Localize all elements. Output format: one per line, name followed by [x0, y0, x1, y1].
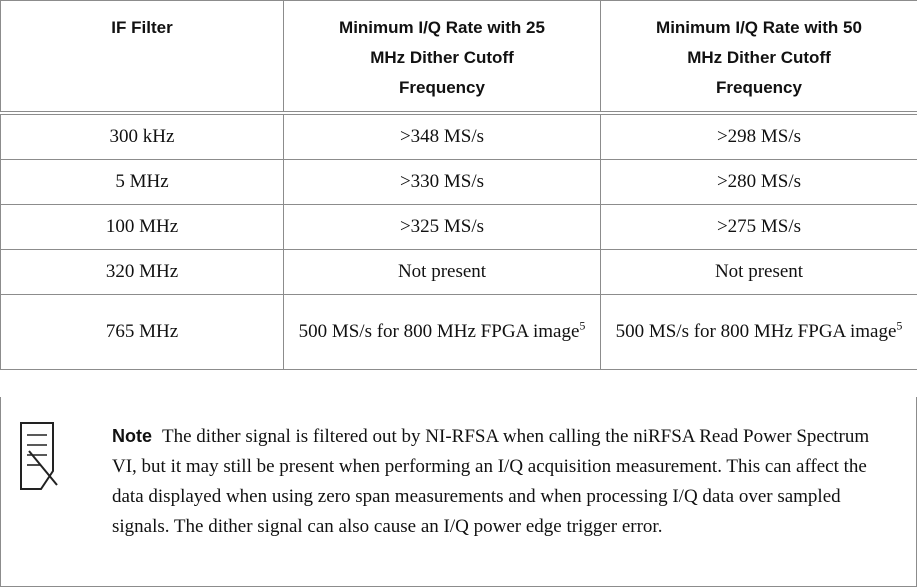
- cell-text: 300 kHz: [109, 126, 175, 147]
- header-text: IF Filter: [111, 18, 173, 37]
- cell-text: 5 MHz: [115, 171, 169, 192]
- footnote-ref: 5: [896, 318, 903, 333]
- table-cell: 500 MS/s for 800 MHz FPGA image5: [283, 294, 601, 370]
- cell-text: 500 MS/s for 800 MHz FPGA image: [298, 321, 580, 342]
- table-cell: >298 MS/s: [600, 112, 917, 160]
- cell-text: >330 MS/s: [399, 171, 485, 192]
- cell-text: Not present: [397, 261, 487, 282]
- table-cell: >330 MS/s: [283, 159, 601, 205]
- table-row: 765 MHz 500 MS/s for 800 MHz FPGA image5 5…: [0, 294, 917, 370]
- note-text-block: Note The dither signal is filtered out by…: [112, 421, 892, 542]
- table-cell: >280 MS/s: [600, 159, 917, 205]
- cell-text: >298 MS/s: [716, 126, 802, 147]
- note-text: The dither signal is filtered out by NI-…: [112, 426, 870, 537]
- table-row: 100 MHz >325 MS/s >275 MS/s: [0, 204, 917, 250]
- table-cell: >325 MS/s: [283, 204, 601, 250]
- table-cell: Not present: [283, 249, 601, 295]
- cell-text: Not present: [714, 261, 804, 282]
- note-label: Note: [112, 426, 152, 446]
- cell-text: >348 MS/s: [399, 126, 485, 147]
- table-row: 320 MHz Not present Not present: [0, 249, 917, 295]
- header-row: IF Filter Minimum I/Q Rate with 25 MHz Di…: [0, 0, 917, 115]
- header-cell: Minimum I/Q Rate with 50 MHz Dither Cuto…: [600, 0, 917, 115]
- header-text: Minimum I/Q Rate with 25 MHz Dither Cuto…: [339, 18, 545, 97]
- cell-text: >275 MS/s: [716, 216, 802, 237]
- table-cell: 300 kHz: [0, 112, 284, 160]
- note-box: Note The dither signal is filtered out by…: [0, 397, 917, 587]
- spec-table: IF Filter Minimum I/Q Rate with 25 MHz Di…: [0, 0, 917, 370]
- table-cell: >348 MS/s: [283, 112, 601, 160]
- cell-text: 765 MHz: [105, 321, 179, 342]
- table-row: 300 kHz >348 MS/s >298 MS/s: [0, 112, 917, 160]
- header-cell: IF Filter: [0, 0, 284, 115]
- table-cell: 320 MHz: [0, 249, 284, 295]
- table-cell: >275 MS/s: [600, 204, 917, 250]
- table-cell: 500 MS/s for 800 MHz FPGA image5: [600, 294, 917, 370]
- table-cell: 100 MHz: [0, 204, 284, 250]
- cell-text: 500 MS/s for 800 MHz FPGA image: [615, 321, 897, 342]
- table-cell: 5 MHz: [0, 159, 284, 205]
- footnote-ref: 5: [579, 318, 586, 333]
- cell-text: 100 MHz: [105, 216, 179, 237]
- header-text: Minimum I/Q Rate with 50 MHz Dither Cuto…: [656, 18, 862, 97]
- cell-text: 320 MHz: [105, 261, 179, 282]
- cell-text: >280 MS/s: [716, 171, 802, 192]
- table-cell: 765 MHz: [0, 294, 284, 370]
- table-body: 300 kHz >348 MS/s >298 MS/s 5 MHz >330 MS/s >…: [0, 112, 917, 370]
- cell-text: >325 MS/s: [399, 216, 485, 237]
- note-icon: [20, 422, 58, 490]
- header-cell: Minimum I/Q Rate with 25 MHz Dither Cuto…: [283, 0, 601, 115]
- table-cell: Not present: [600, 249, 917, 295]
- table-row: 5 MHz >330 MS/s >280 MS/s: [0, 159, 917, 205]
